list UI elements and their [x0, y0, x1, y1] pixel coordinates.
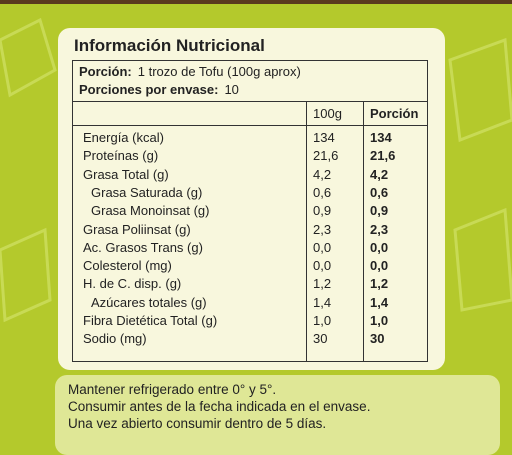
table-row: Ac. Grasos Trans (g) 0,0 0,0	[73, 239, 427, 257]
servings-label: Porciones por envase:	[79, 82, 219, 97]
nutrient-label: Energía (kcal)	[83, 130, 164, 145]
serving-value: 1 trozo de Tofu (100g aprox)	[137, 64, 301, 79]
divider	[73, 125, 427, 126]
table-row: Proteínas (g) 21,6 21,6	[73, 147, 427, 165]
column-divider	[306, 101, 307, 361]
nutrient-value: 1,2	[313, 276, 332, 292]
nutrient-value: 2,3	[370, 221, 389, 237]
nutrient-label: Colesterol (mg)	[83, 258, 172, 274]
servings-value: 10	[224, 82, 239, 97]
nutrient-label: Grasa Monoinsat (g)	[91, 203, 210, 219]
divider	[73, 101, 427, 102]
table-row: Sodio (mg) 30 30	[73, 330, 427, 348]
nutrient-value: 4,2	[313, 166, 332, 182]
nutrient-value: 0,0	[370, 239, 389, 255]
serving-row: Porción: 1 trozo de Tofu (100g aprox)	[79, 63, 301, 81]
nutrient-label: H. de C. disp. (g)	[83, 276, 182, 292]
nutrient-value: 0,9	[313, 203, 332, 219]
nutrient-label: Fibra Dietética Total (g)	[83, 313, 218, 328]
table-row: Grasa Poliinsat (g) 2,3 2,3	[73, 221, 427, 239]
nutrition-card	[58, 28, 445, 370]
nutrient-value: 21,6	[370, 148, 396, 164]
column-header: Porción	[370, 106, 419, 121]
table-row: Grasa Saturada (g) 0,6 0,6	[73, 184, 427, 202]
storage-notes	[55, 375, 500, 455]
table-row: H. de C. disp. (g) 1,2 1,2	[73, 275, 427, 293]
table-row: Colesterol (mg) 0,0 0,0	[73, 257, 427, 275]
nutrient-value: 1,4	[370, 294, 389, 310]
nutrient-label: Grasa Total (g)	[83, 166, 169, 182]
nutrient-value: 0,6	[370, 184, 389, 200]
nutrient-value: 1,0	[370, 313, 389, 328]
nutrient-value: 134	[370, 130, 392, 145]
nutrient-value: 1,4	[313, 294, 332, 310]
nutrient-label: Grasa Saturada (g)	[91, 184, 203, 200]
nutrient-value: 0,0	[313, 239, 332, 255]
table-row: Energía (kcal) 134 134	[73, 129, 427, 147]
table-row: Fibra Dietética Total (g) 1,0 1,0	[73, 312, 427, 330]
note: Consumir antes de la fecha indicada en e…	[68, 399, 371, 414]
nutrient-value: 0,6	[313, 184, 332, 200]
top-strip	[0, 0, 512, 4]
nutrient-value: 2,3	[313, 221, 332, 237]
nutrient-value: 1,0	[313, 313, 332, 328]
nutrient-value: 0,0	[313, 258, 332, 274]
nutrient-value: 21,6	[313, 148, 339, 164]
nutrient-label: Grasa Poliinsat (g)	[83, 221, 191, 237]
table-row: Grasa Total (g) 4,2 4,2	[73, 166, 427, 184]
nutrient-label: Sodio (mg)	[83, 331, 147, 347]
nutrient-value: 30	[313, 331, 328, 347]
serving-label: Porción:	[79, 64, 132, 79]
nutrient-label: Proteínas (g)	[83, 148, 159, 164]
nutrient-value: 0,9	[370, 203, 389, 219]
nutrient-value: 1,2	[370, 276, 389, 292]
note: Mantener refrigerado entre 0° y 5°.	[68, 382, 277, 397]
nutrient-value: 4,2	[370, 166, 389, 182]
note: Una vez abierto consumir dentro de 5 día…	[68, 416, 327, 431]
table-row: Azúcares totales (g) 1,4 1,4	[73, 294, 427, 312]
nutrient-value: 134	[313, 130, 335, 145]
table-row: Grasa Monoinsat (g) 0,9 0,9	[73, 202, 427, 220]
title: Información Nutricional	[74, 36, 265, 55]
nutrition-table: Porción: 1 trozo de Tofu (100g aprox) Por…	[72, 60, 428, 362]
nutrient-label: Ac. Grasos Trans (g)	[83, 239, 203, 255]
column-header: 100g	[313, 106, 342, 121]
nutrient-value: 0,0	[370, 258, 389, 274]
servings-row: Porciones por envase: 10	[79, 81, 239, 99]
nutrient-label: Azúcares totales (g)	[91, 294, 207, 310]
nutrient-value: 30	[370, 331, 385, 347]
column-divider	[363, 101, 364, 361]
